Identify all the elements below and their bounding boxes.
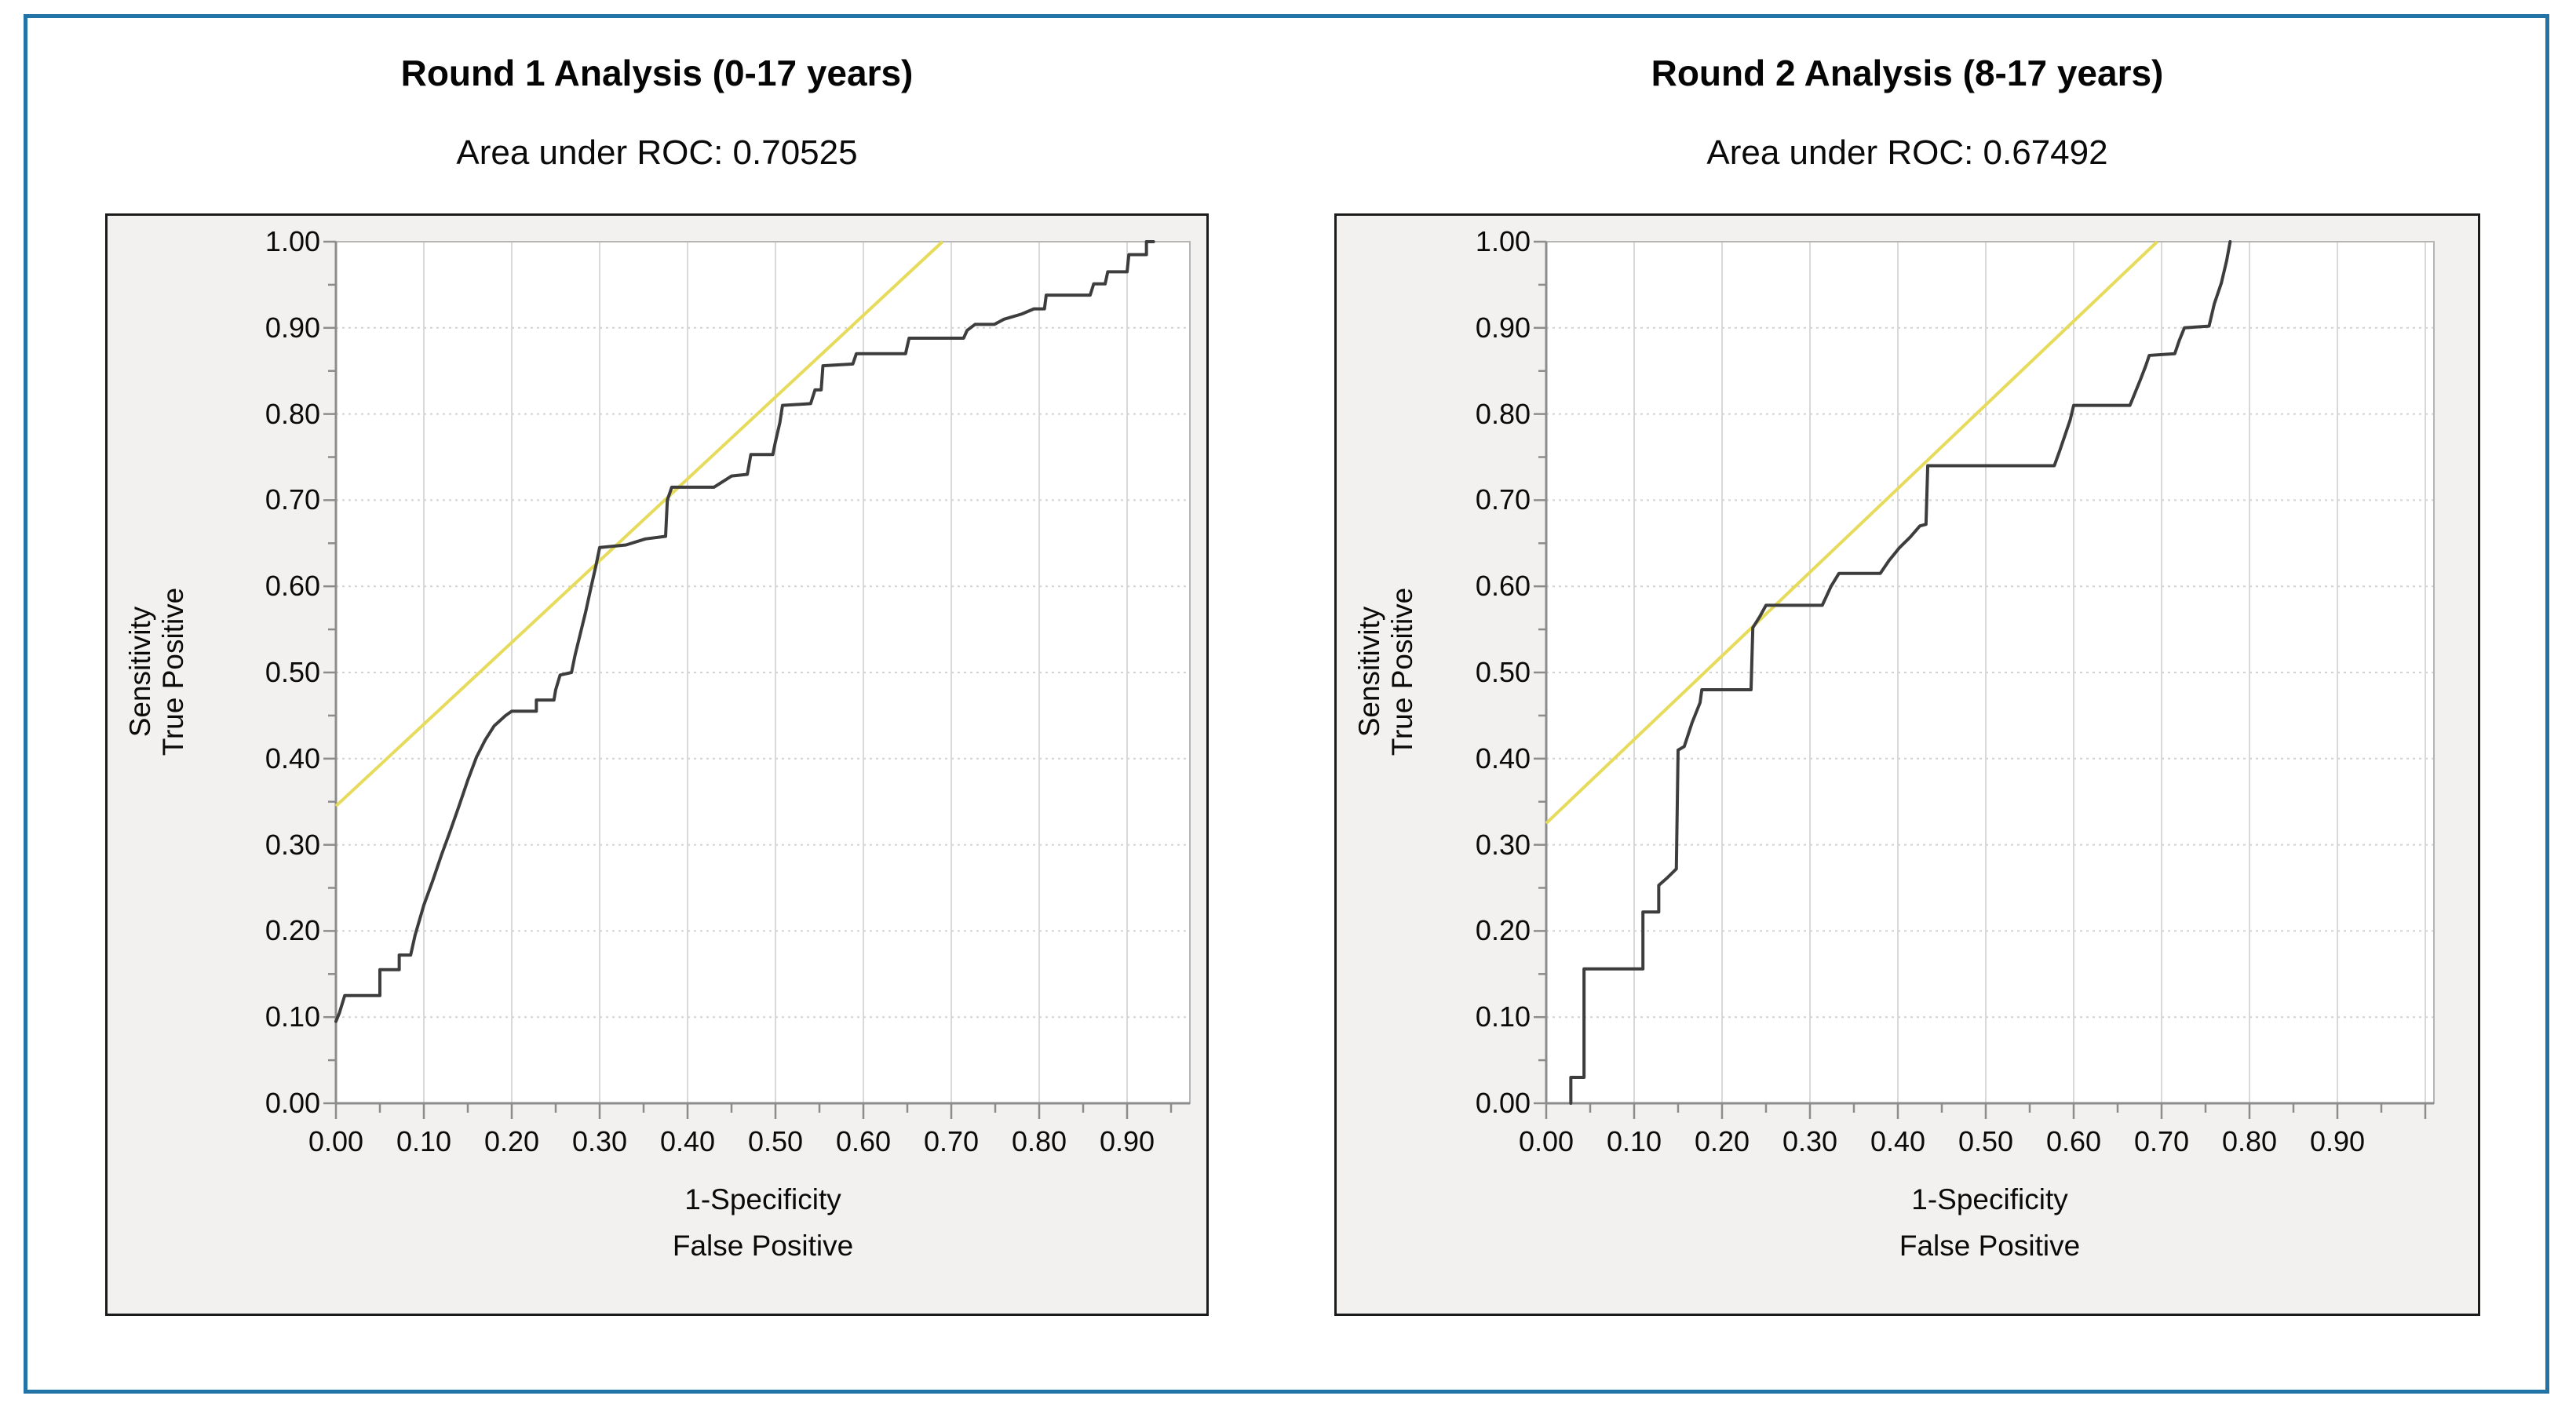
reference-line bbox=[1545, 240, 2158, 825]
x-tick-label: 0.30 bbox=[1782, 1125, 1838, 1157]
x-tick-label: 0.70 bbox=[2133, 1125, 2190, 1157]
y-tick-label: 0.10 bbox=[1475, 1000, 1531, 1033]
chart1-x-axis-title-1-specificity: 1-Specificity bbox=[684, 1183, 841, 1215]
roc-curve bbox=[334, 240, 1155, 1023]
y-tick-label: 1.00 bbox=[265, 225, 320, 257]
y-tick-label: 0.40 bbox=[265, 742, 320, 774]
y-tick-label: 0.80 bbox=[1475, 397, 1531, 430]
y-tick-label: 0.50 bbox=[1475, 656, 1531, 688]
x-tick-label: 0.60 bbox=[835, 1125, 892, 1157]
roc-curve bbox=[1569, 240, 2232, 1105]
y-tick-label: 0.00 bbox=[265, 1087, 320, 1119]
chart1-panel: Sensitivity True Positive 1-Specificity … bbox=[105, 213, 1209, 1316]
y-tick-label: 0.80 bbox=[265, 397, 320, 430]
y-tick-label: 0.00 bbox=[1475, 1087, 1531, 1119]
y-tick-label: 0.30 bbox=[265, 828, 320, 861]
x-tick-label: 0.60 bbox=[2045, 1125, 2102, 1157]
y-tick-label: 0.90 bbox=[265, 311, 320, 344]
y-tick-label: 0.40 bbox=[1475, 742, 1531, 774]
x-tick-label: 0.80 bbox=[1011, 1125, 1067, 1157]
chart2-auc-subtitle: Area under ROC: 0.67492 bbox=[1706, 133, 2108, 172]
chart1-y-axis-title-sensitivity: Sensitivity bbox=[124, 606, 156, 738]
y-tick-label: 0.10 bbox=[265, 1000, 320, 1033]
y-tick-label: 0.20 bbox=[265, 914, 320, 947]
x-tick-label: 0.20 bbox=[1694, 1125, 1750, 1157]
y-tick-label: 0.90 bbox=[1475, 311, 1531, 344]
x-tick-label: 0.30 bbox=[571, 1125, 628, 1157]
reference-line bbox=[334, 240, 944, 807]
chart2-y-axis-title-true-positive: True Positive bbox=[1386, 587, 1418, 756]
y-tick-label: 1.00 bbox=[1475, 225, 1531, 257]
roc-plot bbox=[323, 240, 1191, 1119]
x-tick-label: 0.20 bbox=[483, 1125, 540, 1157]
chart1-y-axis-title-true-positive: True Positive bbox=[157, 587, 189, 756]
chart1-auc-subtitle: Area under ROC: 0.70525 bbox=[456, 133, 858, 172]
y-tick-label: 0.70 bbox=[265, 483, 320, 516]
x-tick-label: 0.10 bbox=[1606, 1125, 1662, 1157]
x-tick-label: 0.10 bbox=[396, 1125, 452, 1157]
roc-plot bbox=[1534, 240, 2435, 1119]
chart2-y-axis-title-sensitivity: Sensitivity bbox=[1353, 606, 1385, 738]
chart2-title: Round 2 Analysis (8-17 years) bbox=[1651, 53, 2164, 93]
x-tick-label: 0.40 bbox=[659, 1125, 716, 1157]
y-tick-label: 0.30 bbox=[1475, 828, 1531, 861]
x-tick-label: 0.00 bbox=[308, 1125, 364, 1157]
y-tick-label: 0.60 bbox=[265, 570, 320, 603]
chart1-x-axis-title-false-positive: False Positive bbox=[672, 1230, 854, 1262]
x-tick-label: 0.70 bbox=[923, 1125, 980, 1157]
x-tick-label: 0.90 bbox=[1099, 1125, 1155, 1157]
x-tick-label: 0.80 bbox=[2221, 1125, 2278, 1157]
x-tick-label: 0.00 bbox=[1518, 1125, 1574, 1157]
y-tick-label: 0.50 bbox=[265, 656, 320, 688]
y-tick-label: 0.20 bbox=[1475, 914, 1531, 947]
chart1-title: Round 1 Analysis (0-17 years) bbox=[400, 53, 914, 93]
chart2-x-axis-title-false-positive: False Positive bbox=[1899, 1230, 2081, 1262]
plot-background bbox=[1546, 242, 2434, 1103]
x-tick-label: 0.40 bbox=[1870, 1125, 1926, 1157]
y-tick-label: 0.60 bbox=[1475, 570, 1531, 603]
x-tick-label: 0.90 bbox=[2309, 1125, 2366, 1157]
y-tick-label: 0.70 bbox=[1475, 483, 1531, 516]
x-tick-label: 0.50 bbox=[747, 1125, 804, 1157]
x-tick-label: 0.50 bbox=[1958, 1125, 2014, 1157]
chart2-x-axis-title-1-specificity: 1-Specificity bbox=[1911, 1183, 2068, 1215]
chart2-panel: Sensitivity True Positive 1-Specificity … bbox=[1334, 213, 2480, 1316]
